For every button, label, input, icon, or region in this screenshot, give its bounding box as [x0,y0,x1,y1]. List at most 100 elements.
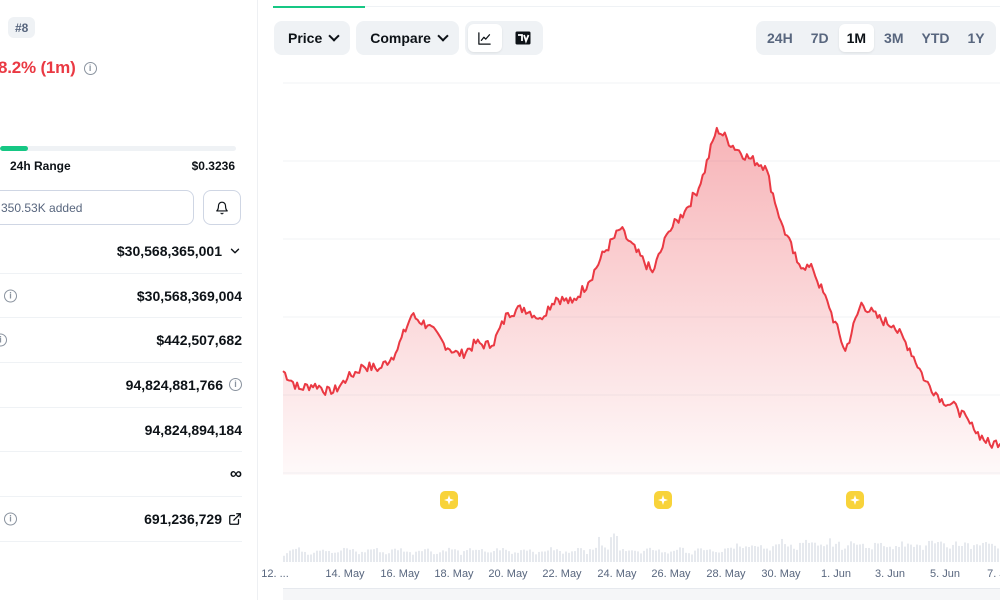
volume-bar [817,545,819,562]
volume-bar [430,551,432,562]
range-high-value: $0.3236 [191,159,235,173]
line-chart-icon [478,31,492,45]
compare-dropdown[interactable]: Compare [356,21,459,55]
stat-row-holders: i 691,236,729 [0,497,242,542]
volume-bar [664,552,666,562]
info-icon[interactable]: i [4,289,17,303]
volume-bar [856,544,858,562]
volume-bar [613,533,615,562]
volume-bar [931,540,933,562]
volume-bar [688,553,690,562]
x-tick-label: 12. ... [261,568,289,580]
range-button-24h[interactable]: 24H [767,30,793,46]
event-marker[interactable] [440,491,458,509]
volume-bar [445,551,447,562]
volume-bar [739,546,741,562]
tradingview-button[interactable] [506,24,540,52]
chevron-down-icon[interactable] [228,244,242,258]
volume-bar [961,545,963,562]
volume-bar [859,544,861,562]
volume-bar [877,543,879,562]
volume-bar [490,552,492,562]
volume-bar [574,551,576,562]
volume-bar [889,546,891,562]
volume-bar [307,554,309,562]
volume-bar [685,552,687,562]
volume-bar [997,548,999,562]
volume-bar [901,541,903,562]
volume-bar [283,555,285,562]
volume-bar [628,550,630,562]
range-label: 24h Range [10,159,71,173]
range-button-1y[interactable]: 1Y [967,30,985,46]
volume-bar [919,545,921,562]
volume-bar [541,551,543,562]
info-icon[interactable]: i [0,333,7,347]
external-link-icon[interactable] [228,512,242,526]
price-line-chart[interactable] [259,0,1000,600]
volume-bar [340,550,342,562]
volume-bar [328,551,330,562]
volume-bar [826,544,828,562]
volume-bar [748,547,750,562]
event-marker[interactable] [654,491,672,509]
price-chart-area: Price Compare [259,0,1000,600]
x-tick-label: 5. Jun [930,568,960,580]
watchlist-button[interactable]: 350.53K added [0,190,194,225]
volume-bar [799,542,801,562]
volume-bar [754,546,756,562]
volume-bar [934,543,936,562]
volume-bar [532,551,534,562]
x-tick-label: 30. May [761,568,801,580]
event-marker[interactable] [846,491,864,509]
info-icon[interactable]: i [83,61,97,75]
range-button-1m[interactable]: 1M [838,24,875,52]
stat-value: $30,568,369,004 [136,287,242,304]
volume-bar [625,551,627,562]
stat-value: 691,236,729 [144,510,222,527]
volume-bar [862,543,864,562]
volume-bar [805,539,807,562]
x-tick-label: 22. May [542,568,582,580]
volume-bar [694,550,696,562]
volume-bar [958,545,960,562]
volume-bar [466,550,468,562]
volume-bar [679,547,681,562]
volume-bar [787,546,789,562]
compare-dropdown-label: Compare [370,30,431,46]
volume-bar [496,548,498,562]
volume-bar [325,551,327,562]
range-button-ytd[interactable]: YTD [921,30,950,46]
line-chart-button[interactable] [467,24,502,52]
price-alert-button[interactable] [203,190,241,225]
volume-bar [850,541,852,562]
volume-bar [580,548,582,562]
tradingview-icon [515,31,531,45]
info-icon[interactable]: i [229,378,242,392]
chart-range-navigator[interactable] [283,588,1000,600]
volume-bar [301,551,303,562]
volume-bar [286,553,288,562]
range-button-3m[interactable]: 3M [884,30,904,46]
info-icon[interactable]: i [4,512,17,526]
volume-bar [457,550,459,562]
volume-bar [355,551,357,562]
volume-bar [349,549,351,562]
range-button-7d[interactable]: 7D [810,30,829,46]
volume-bar [937,542,939,562]
volume-bar [568,552,570,562]
price-dropdown[interactable]: Price [274,21,351,55]
volume-bar [373,549,375,562]
volume-bar [427,548,429,562]
volume-bar [571,551,573,562]
volume-bar [976,544,978,562]
volume-bar [832,546,834,562]
volume-bar [565,551,567,562]
volume-bar [940,541,942,562]
volume-bar [994,545,996,562]
volume-bar [949,548,951,562]
tab-divider [365,6,1000,7]
volume-bar [460,554,462,562]
volume-bar [298,547,300,562]
